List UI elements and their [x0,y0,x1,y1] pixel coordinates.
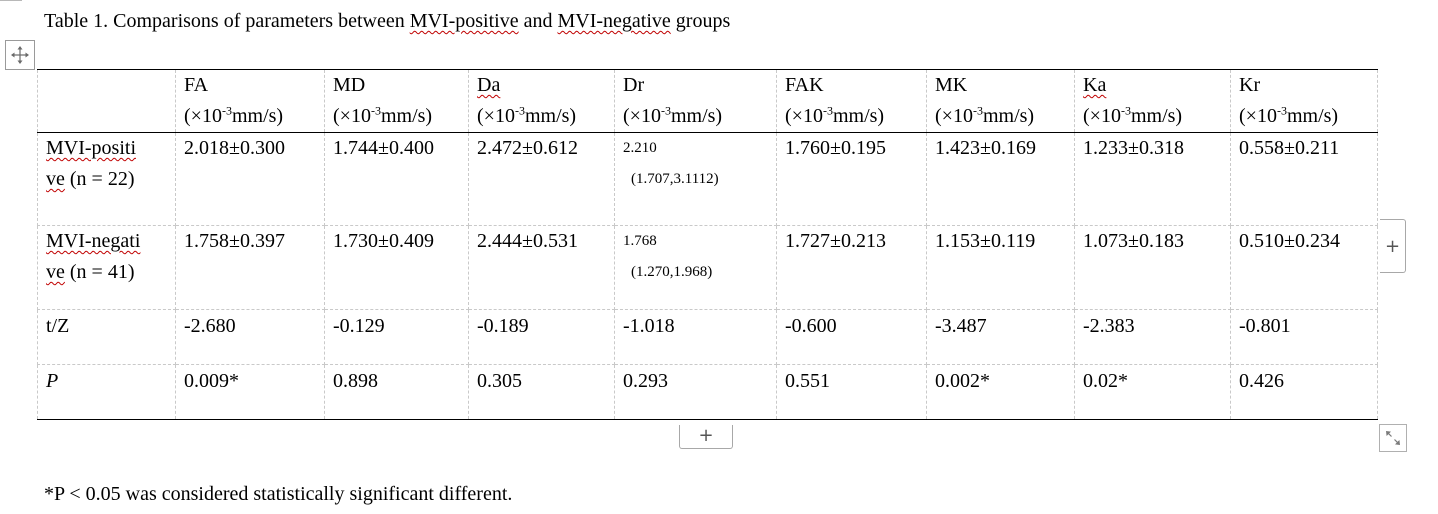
cell-mk[interactable]: 0.002* [926,364,1075,420]
table-row-mvi-negative: MVI-negati ve (n = 41) 1.758±0.397 1.730… [37,225,1378,310]
cell-fa[interactable]: 2.018±0.300 [175,132,325,226]
cell-mk[interactable]: -3.487 [926,309,1075,365]
page-corner-mark [0,0,22,3]
column-name: Kr [1239,74,1261,96]
caption-mvi-negative: MVI-negative [557,10,671,32]
header-cell-md[interactable]: MD (×10-3mm/s) [324,69,469,133]
table-footnote: *P < 0.05 was considered statistically s… [44,483,513,505]
column-name: MK [935,74,968,96]
parameters-table[interactable]: FA (×10-3mm/s) MD (×10-3mm/s) Da (×10-3m… [37,69,1378,420]
cell-fa[interactable]: 0.009* [175,364,325,420]
cell-dr[interactable]: 0.293 [614,364,777,420]
cell-md[interactable]: 1.744±0.400 [324,132,469,226]
add-row-button[interactable]: + [1380,219,1406,273]
column-unit: (×10-3mm/s) [623,103,723,127]
caption-suffix: groups [670,10,731,32]
cell-dr[interactable]: 2.210 (1.707,3.1112) [614,132,777,226]
column-unit: (×10-3mm/s) [785,103,885,127]
table-row-tz: t/Z -2.680 -0.129 -0.189 -1.018 -0.600 -… [37,309,1378,365]
column-name: FA [184,74,209,96]
column-unit: (×10-3mm/s) [1083,103,1183,127]
table-container: FA (×10-3mm/s) MD (×10-3mm/s) Da (×10-3m… [37,69,1378,420]
table-resize-handle[interactable] [1379,424,1407,452]
row-label-line2: ve [46,168,65,190]
column-unit: (×10-3mm/s) [935,103,1035,127]
cell-fa[interactable]: -2.680 [175,309,325,365]
cell-dr[interactable]: -1.018 [614,309,777,365]
cell-ka[interactable]: -2.383 [1074,309,1231,365]
column-name: Dr [623,74,645,96]
header-cell-ka[interactable]: Ka (×10-3mm/s) [1074,69,1231,133]
cell-mk[interactable]: 1.423±0.169 [926,132,1075,226]
dr-median: 2.210 [623,140,657,156]
cell-fak[interactable]: 0.551 [776,364,927,420]
column-unit: (×10-3mm/s) [1239,103,1339,127]
column-name: MD [333,74,366,96]
cell-fa[interactable]: 1.758±0.397 [175,225,325,310]
dr-range: (1.270,1.968) [631,264,713,280]
cell-da[interactable]: 2.444±0.531 [468,225,615,310]
row-label-line2: ve [46,261,65,283]
row-label-line1: MVI-positi [46,137,136,159]
cell-ka[interactable]: 1.233±0.318 [1074,132,1231,226]
column-name: FAK [785,74,824,96]
cell-dr[interactable]: 1.768 (1.270,1.968) [614,225,777,310]
cell-da[interactable]: -0.189 [468,309,615,365]
cell-fak[interactable]: 1.760±0.195 [776,132,927,226]
row-label-n: (n = 22) [64,168,135,190]
column-name: Da [477,74,501,96]
table-row-p: P 0.009* 0.898 0.305 0.293 0.551 0.002* … [37,364,1378,420]
column-name: Ka [1083,74,1107,96]
caption-and: and [518,10,558,32]
header-cell-dr[interactable]: Dr (×10-3mm/s) [614,69,777,133]
header-empty-cell[interactable] [37,69,176,133]
column-unit: (×10-3mm/s) [184,103,284,127]
cell-da[interactable]: 0.305 [468,364,615,420]
row-label-line1: MVI-negati [46,230,141,252]
cell-mk[interactable]: 1.153±0.119 [926,225,1075,310]
cell-md[interactable]: -0.129 [324,309,469,365]
cell-da[interactable]: 2.472±0.612 [468,132,615,226]
cell-kr[interactable]: 0.558±0.211 [1230,132,1378,226]
row-label-p[interactable]: P [37,364,176,420]
cell-fak[interactable]: 1.727±0.213 [776,225,927,310]
cell-kr[interactable]: -0.801 [1230,309,1378,365]
dr-median: 1.768 [623,233,657,249]
add-column-button[interactable]: + [679,425,733,449]
header-cell-fa[interactable]: FA (×10-3mm/s) [175,69,325,133]
header-cell-fak[interactable]: FAK (×10-3mm/s) [776,69,927,133]
column-unit: (×10-3mm/s) [333,103,433,127]
row-label-n: (n = 41) [64,261,135,283]
cell-ka[interactable]: 1.073±0.183 [1074,225,1231,310]
cell-kr[interactable]: 0.510±0.234 [1230,225,1378,310]
header-cell-kr[interactable]: Kr (×10-3mm/s) [1230,69,1378,133]
cell-md[interactable]: 0.898 [324,364,469,420]
caption-prefix: Table 1. Comparisons of parameters betwe… [44,10,410,32]
cell-md[interactable]: 1.730±0.409 [324,225,469,310]
table-caption: Table 1. Comparisons of parameters betwe… [44,8,730,34]
table-row-mvi-positive: MVI-positi ve (n = 22) 2.018±0.300 1.744… [37,132,1378,226]
dr-range: (1.707,3.1112) [631,171,719,187]
resize-diagonal-icon [1386,431,1400,445]
move-arrows-icon [11,46,29,64]
cell-fak[interactable]: -0.600 [776,309,927,365]
row-label-tz[interactable]: t/Z [37,309,176,365]
caption-mvi-positive: MVI-positive [409,10,519,32]
table-move-handle[interactable] [5,40,35,70]
column-unit: (×10-3mm/s) [477,103,577,127]
cell-kr[interactable]: 0.426 [1230,364,1378,420]
header-cell-mk[interactable]: MK (×10-3mm/s) [926,69,1075,133]
header-cell-da[interactable]: Da (×10-3mm/s) [468,69,615,133]
cell-ka[interactable]: 0.02* [1074,364,1231,420]
header-row: FA (×10-3mm/s) MD (×10-3mm/s) Da (×10-3m… [37,69,1378,133]
row-label-mvi-negative[interactable]: MVI-negati ve (n = 41) [37,225,176,310]
row-label-mvi-positive[interactable]: MVI-positi ve (n = 22) [37,132,176,226]
